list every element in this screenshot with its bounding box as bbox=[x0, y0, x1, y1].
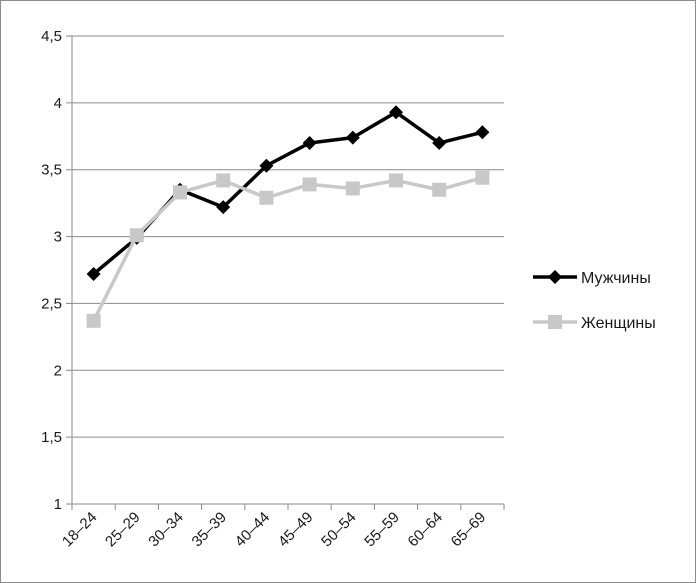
data-point-diamond bbox=[432, 135, 447, 150]
data-point-diamond bbox=[389, 105, 403, 120]
x-tick-label: 18–24 bbox=[59, 509, 101, 551]
y-tick-label: 3,5 bbox=[41, 162, 62, 179]
x-tick-label: 25–29 bbox=[102, 509, 144, 551]
data-point-diamond bbox=[475, 125, 490, 140]
legend-marker-diamond bbox=[548, 270, 562, 284]
y-tick-label: 3 bbox=[54, 229, 62, 246]
legend: Мужчины Женщины bbox=[533, 270, 656, 332]
x-axis-ticks: 18–24 25–29 30–34 35–39 40–44 45–49 50–54 55–59… bbox=[59, 504, 505, 551]
x-tick-label: 65–69 bbox=[448, 509, 490, 551]
y-axis-ticks: 1 1,5 2 2,5 3 3,5 4 4,5 bbox=[41, 28, 72, 513]
data-point-diamond bbox=[302, 135, 317, 150]
data-point-diamond bbox=[86, 267, 101, 282]
x-tick-label: 55–59 bbox=[361, 509, 403, 551]
x-tick-label: 60–64 bbox=[405, 509, 447, 551]
legend-label: Мужчины bbox=[581, 270, 651, 287]
x-tick-label: 30–34 bbox=[145, 509, 187, 551]
series-line bbox=[92, 176, 483, 322]
data-point-diamond bbox=[216, 200, 231, 215]
y-tick-label: 4 bbox=[54, 95, 62, 112]
y-tick-label: 4,5 bbox=[41, 28, 62, 45]
axes bbox=[71, 36, 504, 505]
data-point-square bbox=[259, 190, 274, 205]
legend-label: Женщины bbox=[581, 315, 656, 332]
data-point-square bbox=[432, 182, 447, 197]
x-tick-label: 40–44 bbox=[232, 509, 274, 551]
data-point-square bbox=[173, 185, 187, 200]
data-point-square bbox=[129, 228, 144, 243]
y-tick-label: 1,5 bbox=[41, 429, 62, 446]
data-point-square bbox=[389, 173, 403, 188]
y-tick-label: 2 bbox=[54, 362, 62, 379]
x-tick-label: 50–54 bbox=[318, 509, 360, 551]
data-point-square bbox=[345, 181, 360, 196]
data-point-square bbox=[216, 173, 231, 188]
x-tick-label: 45–49 bbox=[275, 509, 317, 551]
gridlines bbox=[72, 35, 504, 438]
series-group bbox=[86, 105, 490, 328]
x-tick-label: 35–39 bbox=[189, 509, 231, 551]
legend-marker-square bbox=[548, 315, 562, 329]
data-point-diamond bbox=[259, 158, 274, 173]
data-point-square bbox=[475, 170, 490, 185]
data-point-square bbox=[302, 177, 317, 192]
data-point-square bbox=[86, 313, 101, 328]
y-tick-label: 2,5 bbox=[41, 295, 62, 312]
series-line bbox=[92, 110, 483, 276]
data-point-diamond bbox=[345, 130, 360, 145]
y-tick-label: 1 bbox=[54, 496, 62, 513]
